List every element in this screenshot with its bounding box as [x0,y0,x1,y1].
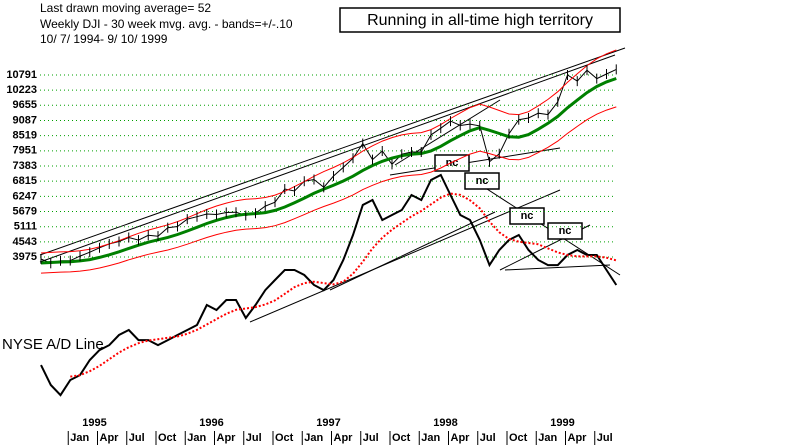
year-label: 1996 [199,417,223,429]
y-tick-label: 5111 [14,221,37,233]
chart-title: Running in all-time high territory [367,12,593,29]
y-tick-label: 9087 [13,114,37,126]
x-tick-label: Oct [275,432,294,444]
x-tick-label: Apr [100,432,120,444]
y-tick-label: 6815 [13,175,37,187]
series-label: NYSE A/D Line [2,336,104,353]
series-line [70,192,617,378]
header-line: 10/ 7/ 1994- 9/ 10/ 1999 [40,32,168,46]
y-tick-label: 3975 [13,251,37,263]
annotation: nc [476,175,489,187]
annotation: nc [521,210,534,222]
y-tick-label: 7951 [13,145,37,157]
y-tick-label: 4543 [13,236,37,248]
x-tick-label: Jan [421,432,440,444]
x-tick-label: Jul [480,432,496,444]
x-tick-label: Apr [451,432,471,444]
y-tick-label: 7383 [13,160,37,172]
y-tick-label: 6247 [13,190,37,202]
x-tick-label: Jan [187,432,206,444]
year-label: 1995 [82,417,106,429]
year-label: 1997 [316,417,340,429]
year-label: 1999 [550,417,574,429]
x-tick-label: Jul [363,432,379,444]
annotation: nc [446,157,459,169]
x-tick-label: Jan [304,432,323,444]
annotation-box [509,207,545,225]
header-line: Weekly DJI - 30 week mvg. avg. - bands=+… [40,17,293,31]
y-tick-label: 9655 [13,99,37,111]
y-tick-label: 8519 [13,130,37,142]
series-line [40,77,617,265]
annotation: nc [559,225,572,237]
series-line [40,173,618,397]
x-tick-label: Oct [509,432,528,444]
y-tick-label: 10223 [6,84,37,96]
year-label: 1998 [433,417,457,429]
x-tick-label: Jan [70,432,89,444]
x-tick-label: Apr [568,432,588,444]
x-tick-label: Apr [217,432,237,444]
x-tick-label: Jan [538,432,557,444]
y-tick-label: 5679 [13,205,37,217]
x-tick-label: Oct [158,432,177,444]
x-tick-label: Apr [334,432,354,444]
x-tick-label: Oct [392,432,411,444]
header-line: Last drawn moving average= 52 [40,1,211,15]
x-tick-label: Jul [597,432,613,444]
series-line [40,68,617,264]
x-tick-label: Jul [129,432,145,444]
y-tick-label: 10791 [6,69,37,81]
x-tick-label: Jul [246,432,262,444]
series-line [40,49,617,254]
series-line [40,106,617,274]
title-box [339,7,621,33]
